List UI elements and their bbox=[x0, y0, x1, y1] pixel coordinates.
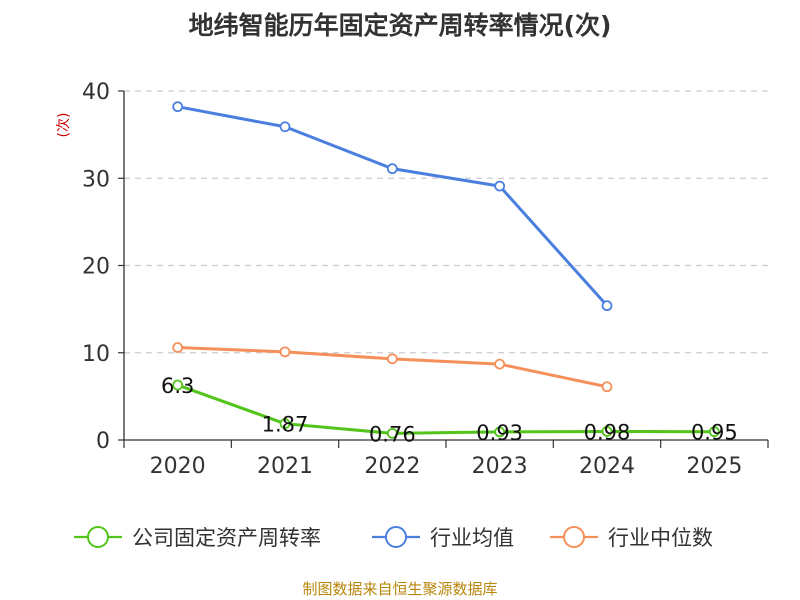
data-label: 0.98 bbox=[584, 420, 631, 444]
y-axis-unit: (次) bbox=[56, 113, 72, 138]
y-tick-label: 0 bbox=[96, 429, 110, 454]
data-point-2 bbox=[494, 358, 506, 370]
series-line-1 bbox=[177, 105, 609, 307]
data-point-0 bbox=[601, 426, 613, 437]
legend-marker-1 bbox=[385, 526, 407, 548]
data-label: 0.95 bbox=[691, 421, 738, 445]
y-tick-label: 30 bbox=[82, 167, 110, 192]
x-tick-label: 2021 bbox=[257, 454, 313, 479]
source-note: 制图数据来自恒生聚源数据库 bbox=[302, 580, 497, 598]
data-point-1 bbox=[279, 121, 291, 133]
series-layer bbox=[172, 101, 720, 439]
data-label: 0.93 bbox=[476, 421, 523, 445]
data-point-0 bbox=[494, 426, 506, 438]
legend-marker-2 bbox=[563, 526, 585, 548]
data-label: 1.87 bbox=[262, 413, 309, 437]
legend-label-1: 行业均值 bbox=[430, 526, 514, 550]
data-point-0 bbox=[172, 379, 184, 391]
data-point-0 bbox=[279, 418, 291, 430]
x-tick-label: 2022 bbox=[364, 454, 420, 479]
data-point-0 bbox=[386, 427, 398, 439]
data-label: 6.3 bbox=[161, 374, 194, 398]
data-label: 0.76 bbox=[369, 422, 416, 446]
legend-marker-0 bbox=[87, 526, 109, 548]
data-point-2 bbox=[601, 381, 613, 393]
axes: 0 10 20 30 40 2020 2021 2022 2023 2024 2025 bbox=[82, 80, 769, 479]
chart-title: 地纬智能历年固定资产周转率情况(次) bbox=[189, 11, 612, 40]
data-point-2 bbox=[279, 346, 291, 358]
data-point-0 bbox=[708, 426, 720, 438]
data-labels: 6.3 1.87 0.76 0.93 0.98 0.95 bbox=[161, 374, 738, 446]
legend-label-0: 公司固定资产周转率 bbox=[132, 526, 321, 550]
data-point-1 bbox=[172, 101, 184, 113]
y-tick-label: 20 bbox=[82, 255, 110, 280]
data-point-2 bbox=[172, 342, 184, 353]
series-line-2 bbox=[177, 346, 608, 389]
data-point-1 bbox=[386, 163, 398, 175]
legend: 公司固定资产周转率 行业均值 行业中位数 bbox=[74, 526, 713, 550]
y-tick-label: 10 bbox=[82, 342, 110, 367]
data-point-1 bbox=[494, 180, 506, 192]
grid bbox=[124, 90, 768, 354]
x-tick-label: 2023 bbox=[472, 454, 528, 479]
data-point-2 bbox=[386, 353, 398, 365]
y-tick-label: 40 bbox=[82, 80, 110, 105]
legend-label-2: 行业中位数 bbox=[608, 526, 713, 550]
x-tick-label: 2020 bbox=[150, 454, 206, 479]
data-point-1 bbox=[601, 300, 613, 312]
series-line-0 bbox=[177, 383, 715, 435]
x-tick-label: 2025 bbox=[686, 454, 742, 479]
x-tick-label: 2024 bbox=[579, 454, 635, 479]
